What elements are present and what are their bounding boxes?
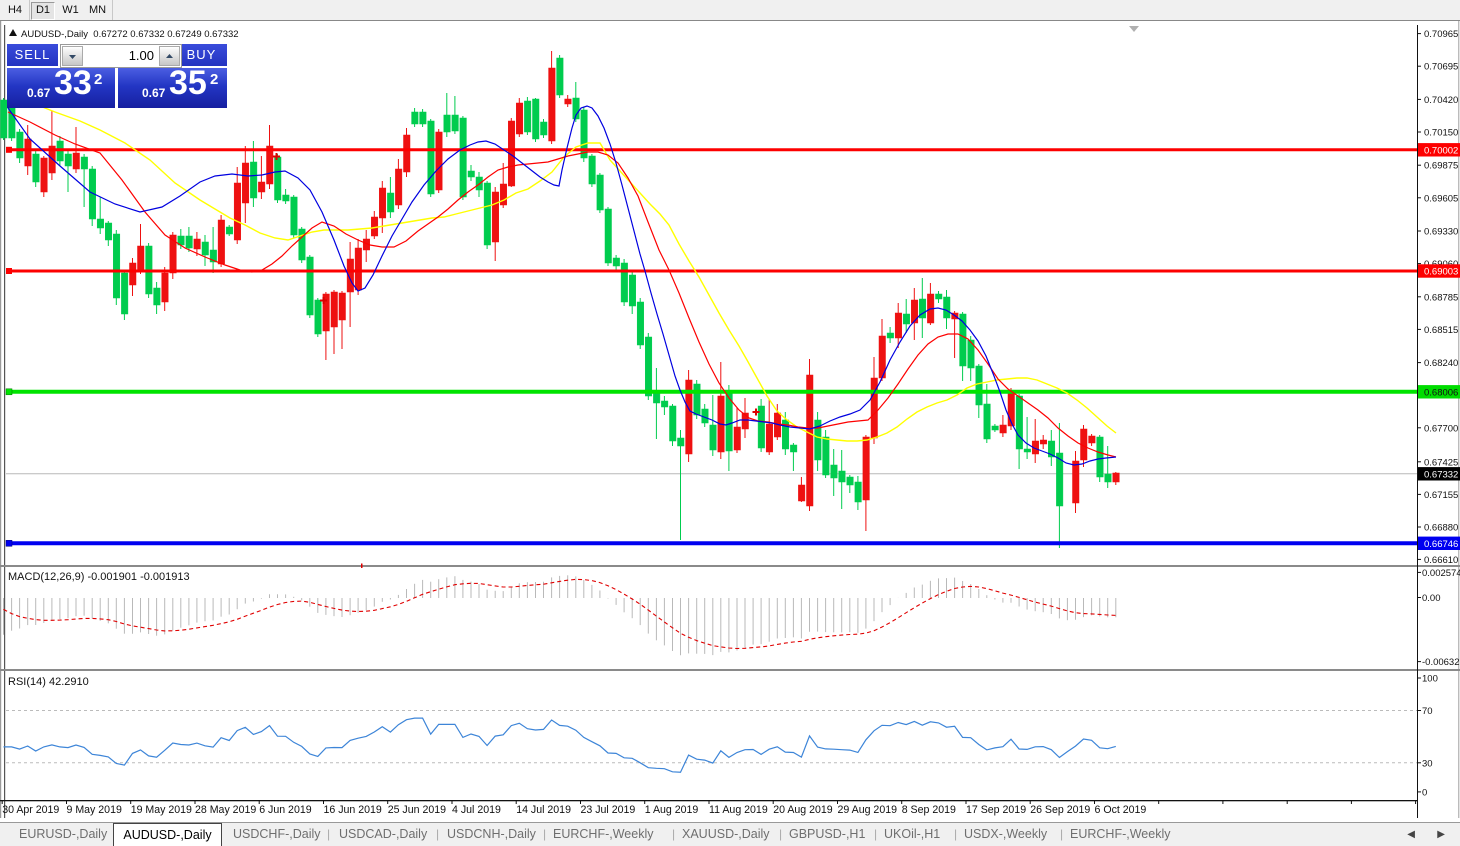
svg-text:-0.006326: -0.006326 [1422,657,1460,668]
svg-text:6 Jun 2019: 6 Jun 2019 [259,804,312,816]
svg-text:9 May 2019: 9 May 2019 [67,804,122,816]
svg-text:0.69330: 0.69330 [1424,227,1458,238]
svg-text:20 Aug 2019: 20 Aug 2019 [773,804,833,816]
svg-text:0.69605: 0.69605 [1424,193,1458,204]
svg-text:0.70965: 0.70965 [1424,29,1458,40]
svg-text:0.67425: 0.67425 [1424,457,1458,468]
svg-text:0.68006: 0.68006 [1424,387,1458,398]
svg-text:0.70002: 0.70002 [1424,145,1458,156]
svg-text:0.67155: 0.67155 [1424,490,1458,501]
svg-text:8 Sep 2019: 8 Sep 2019 [902,804,956,816]
svg-text:0.68785: 0.68785 [1424,292,1458,303]
svg-text:0.68515: 0.68515 [1424,325,1458,336]
svg-text:6 Oct 2019: 6 Oct 2019 [1095,804,1147,816]
svg-text:11 Aug 2019: 11 Aug 2019 [709,804,768,816]
svg-text:19 May 2019: 19 May 2019 [131,804,192,816]
svg-text:0.68240: 0.68240 [1424,358,1458,369]
svg-text:25 Jun 2019: 25 Jun 2019 [388,804,446,816]
svg-text:28 May 2019: 28 May 2019 [195,804,256,816]
svg-text:29 Aug 2019: 29 Aug 2019 [838,804,898,816]
svg-text:0.00: 0.00 [1422,593,1441,604]
svg-text:AUDUSD-,Daily 0.67272 0.67332: AUDUSD-,Daily 0.67272 0.67332 0.67249 0.… [21,29,239,40]
svg-text:0.66610: 0.66610 [1424,555,1458,566]
svg-text:0.70150: 0.70150 [1424,128,1458,139]
svg-text:0.66880: 0.66880 [1424,523,1458,534]
svg-text:14 Jul 2019: 14 Jul 2019 [516,804,571,816]
svg-text:30: 30 [1422,758,1433,769]
svg-text:70: 70 [1422,706,1433,717]
svg-text:MACD(12,26,9) -0.001901 -0.001: MACD(12,26,9) -0.001901 -0.001913 [8,571,190,583]
svg-text:0: 0 [1422,787,1427,798]
svg-text:RSI(14) 42.2910: RSI(14) 42.2910 [8,676,89,688]
svg-text:0.67700: 0.67700 [1424,423,1458,434]
svg-text:0.67332: 0.67332 [1424,469,1458,480]
svg-text:0.69003: 0.69003 [1424,267,1458,278]
svg-text:17 Sep 2019: 17 Sep 2019 [966,804,1026,816]
svg-text:4 Jul 2019: 4 Jul 2019 [452,804,501,816]
svg-text:0.70695: 0.70695 [1424,62,1458,73]
svg-text:0.69875: 0.69875 [1424,161,1458,172]
svg-text:23 Jul 2019: 23 Jul 2019 [581,804,636,816]
svg-text:100: 100 [1422,674,1438,685]
svg-text:16 Jun 2019: 16 Jun 2019 [324,804,382,816]
svg-text:0.70420: 0.70420 [1424,95,1458,106]
svg-text:1 Aug 2019: 1 Aug 2019 [645,804,699,816]
svg-text:0.002574: 0.002574 [1422,568,1460,579]
svg-text:30 Apr 2019: 30 Apr 2019 [2,804,59,816]
svg-text:26 Sep 2019: 26 Sep 2019 [1030,804,1090,816]
svg-text:0.66746: 0.66746 [1424,539,1458,550]
